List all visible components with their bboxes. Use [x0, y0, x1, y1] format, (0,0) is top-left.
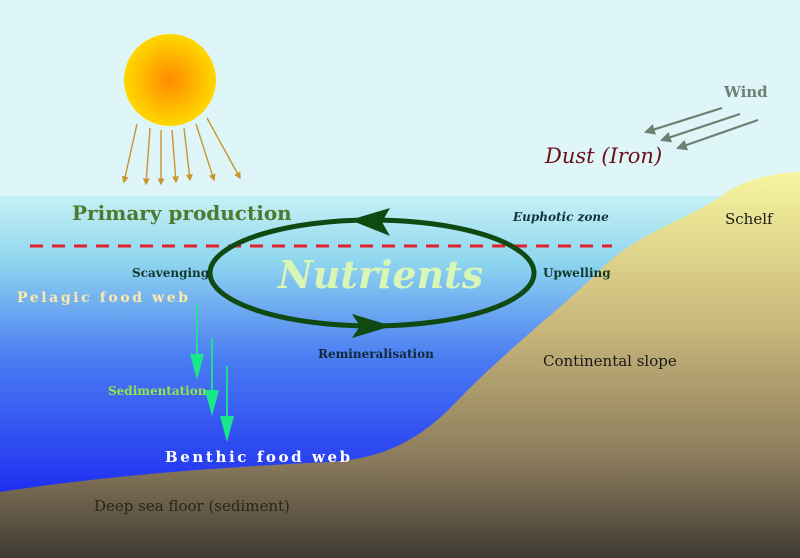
sed-arrowhead-3-icon	[220, 416, 234, 442]
primary-production-label: Primary production	[72, 201, 292, 225]
wind-arrow-3	[675, 118, 759, 151]
wind-arrow-1	[643, 106, 723, 135]
sed-arrowhead-2-icon	[205, 390, 219, 416]
benthic-food-web-label: Benthic food web	[165, 448, 353, 466]
nutrients-label: Nutrients	[277, 252, 483, 297]
euphotic-zone-label: Euphotic zone	[512, 210, 609, 224]
sun-ray-2	[142, 127, 151, 186]
sky	[0, 0, 800, 196]
sun-icon	[124, 34, 216, 126]
scavenging-label: Scavenging	[132, 266, 210, 280]
sun-ray-5	[183, 127, 193, 182]
sedimentation-label: Sedimentation	[108, 384, 207, 398]
land-and-seafloor	[0, 172, 800, 558]
remineralisation-label: Remineralisation	[318, 347, 434, 361]
schelf-label: Schelf	[725, 210, 774, 228]
upwelling-label: Upwelling	[543, 266, 611, 280]
sun-ray-7	[206, 117, 241, 180]
wind-label: Wind	[723, 83, 768, 101]
wind-arrow-2	[659, 112, 741, 143]
wind-arrows	[643, 106, 759, 151]
cycle-arrow-top-icon	[350, 208, 390, 236]
dust-label: Dust (Iron)	[544, 144, 662, 168]
sun-ray-4	[171, 129, 180, 184]
sun-ray-6	[195, 123, 216, 182]
continental-slope-label: Continental slope	[543, 352, 677, 370]
sed-arrowhead-1-icon	[190, 354, 204, 380]
deep-sea-floor-label: Deep sea floor (sediment)	[94, 497, 290, 515]
sun-ray-1	[121, 123, 138, 184]
cycle-arrow-bottom-icon	[352, 314, 392, 338]
sun-rays	[121, 117, 241, 186]
pelagic-food-web-label: Pelagic food web	[17, 290, 191, 306]
